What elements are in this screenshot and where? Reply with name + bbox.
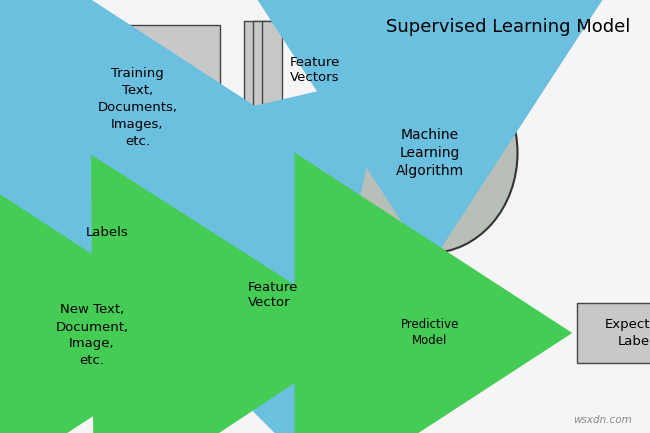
- FancyBboxPatch shape: [26, 206, 181, 264]
- Text: New Text,
Document,
Image,
etc.: New Text, Document, Image, etc.: [55, 304, 129, 368]
- FancyBboxPatch shape: [35, 198, 190, 256]
- FancyBboxPatch shape: [65, 25, 220, 190]
- Text: Expected
Label: Expected Label: [605, 318, 650, 348]
- FancyBboxPatch shape: [47, 43, 202, 208]
- FancyBboxPatch shape: [222, 263, 240, 405]
- Text: Supervised Learning Model: Supervised Learning Model: [385, 18, 630, 36]
- Text: wsxdn.com: wsxdn.com: [573, 415, 632, 425]
- Text: Predictive
Model: Predictive Model: [401, 319, 459, 348]
- Ellipse shape: [343, 53, 517, 253]
- FancyBboxPatch shape: [17, 214, 172, 272]
- Text: Feature
Vectors: Feature Vectors: [290, 56, 341, 84]
- Text: Feature
Vector: Feature Vector: [248, 281, 298, 309]
- Text: Training
Text,
Documents,
Images,
etc.: Training Text, Documents, Images, etc.: [98, 67, 177, 148]
- FancyBboxPatch shape: [253, 21, 273, 196]
- FancyBboxPatch shape: [244, 21, 264, 196]
- FancyBboxPatch shape: [577, 303, 650, 363]
- FancyBboxPatch shape: [18, 263, 166, 408]
- Polygon shape: [378, 281, 482, 385]
- Text: Labels: Labels: [86, 226, 129, 239]
- FancyBboxPatch shape: [262, 21, 282, 196]
- FancyBboxPatch shape: [56, 34, 211, 199]
- Text: Machine
Learning
Algorithm: Machine Learning Algorithm: [396, 128, 464, 178]
